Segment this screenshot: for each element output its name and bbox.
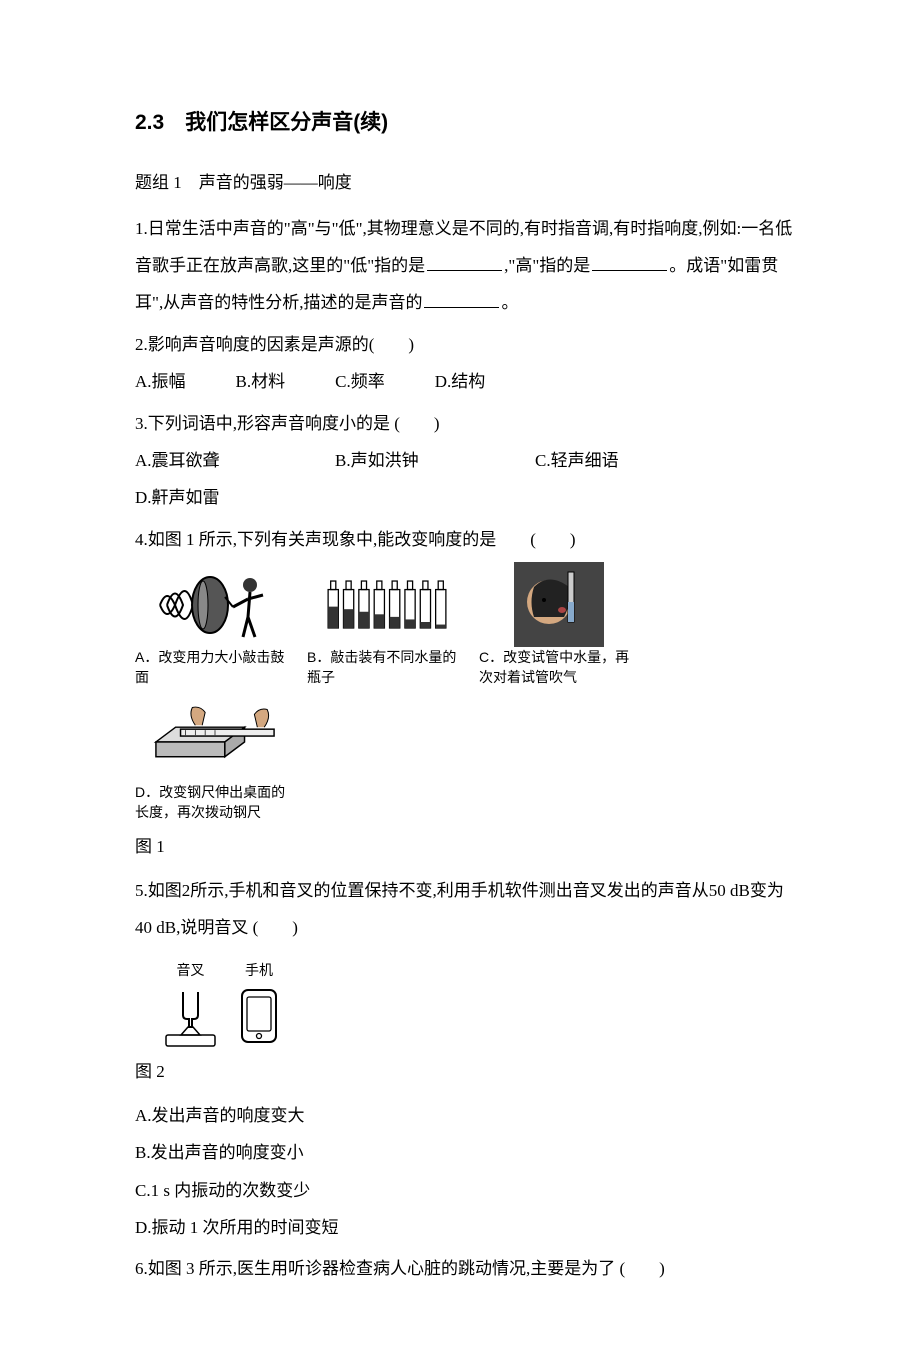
q2-option-a: A.振幅 (135, 363, 186, 400)
q4-caption-d: D．改变钢尺伸出桌面的长度，再次拨动钢尺 (135, 783, 295, 822)
q6-stem: 6.如图 3 所示,医生用听诊器检查病人心脏的跳动情况,主要是为了 ( ) (135, 1250, 795, 1287)
question-4: 4.如图 1 所示,下列有关声现象中,能改变响度的是 ( ) A．改变用力大小敲… (135, 521, 795, 866)
q3-option-a: A.震耳欲聋 (135, 442, 335, 479)
q1-blank-3 (424, 290, 499, 309)
q1-part2: ,"高"指的是 (504, 256, 590, 275)
q4-fig-c: C．改变试管中水量，再次对着试管吹气 (479, 564, 639, 687)
question-1: 1.日常生活中声音的"高"与"低",其物理意义是不同的,有时指音调,有时指响度,… (135, 210, 795, 322)
q5-stem: 5.如图2所示,手机和音叉的位置保持不变,利用手机软件测出音叉发出的声音从50 … (135, 872, 795, 947)
q4-fig-d: D．改变钢尺伸出桌面的长度，再次拨动钢尺 (135, 699, 295, 822)
q2-option-b: B.材料 (236, 363, 286, 400)
drum-icon (150, 564, 280, 644)
phone-label: 手机 (245, 955, 273, 986)
q4-caption-a: A．改变用力大小敲击鼓面 (135, 648, 295, 687)
q2-option-d: D.结构 (435, 363, 486, 400)
bottles-icon (322, 564, 452, 644)
q4-caption-b: B．敲击装有不同水量的瓶子 (307, 648, 467, 687)
q3-stem: 3.下列词语中,形容声音响度小的是 ( ) (135, 405, 795, 442)
q3-option-d: D.鼾声如雷 (135, 479, 335, 516)
tuning-fork-icon: 音叉 (163, 955, 218, 1050)
question-6: 6.如图 3 所示,医生用听诊器检查病人心脏的跳动情况,主要是为了 ( ) (135, 1250, 795, 1287)
q5-option-d: D.振动 1 次所用的时间变短 (135, 1209, 795, 1246)
q3-option-c: C.轻声细语 (535, 442, 735, 479)
q4-fig-b: B．敲击装有不同水量的瓶子 (307, 564, 467, 687)
q4-figure-label: 图 1 (135, 828, 795, 865)
q5-option-b: B.发出声音的响度变小 (135, 1134, 795, 1171)
q5-diagram: 音叉 手机 (163, 955, 795, 1050)
q5-options: A.发出声音的响度变大 B.发出声音的响度变小 C.1 s 内振动的次数变少 D… (135, 1097, 795, 1247)
q5-option-a: A.发出声音的响度变大 (135, 1097, 795, 1134)
section-heading: 2.3 我们怎样区分声音(续) (135, 100, 795, 146)
q1-blank-2 (592, 252, 667, 271)
ruler-table-icon (150, 699, 280, 779)
group-subheading: 题组 1 声音的强弱——响度 (135, 164, 795, 201)
q1-blank-1 (427, 252, 502, 271)
q4-fig-a: A．改变用力大小敲击鼓面 (135, 564, 295, 687)
phone-icon: 手机 (238, 955, 280, 1046)
q4-stem: 4.如图 1 所示,下列有关声现象中,能改变响度的是 ( ) (135, 521, 795, 558)
blow-tube-icon (494, 564, 624, 644)
question-5: 5.如图2所示,手机和音叉的位置保持不变,利用手机软件测出音叉发出的声音从50 … (135, 872, 795, 1247)
fork-label: 音叉 (177, 955, 205, 986)
q3-options: A.震耳欲聋 B.声如洪钟 C.轻声细语 D.鼾声如雷 (135, 442, 795, 517)
q2-stem: 2.影响声音响度的因素是声源的( ) (135, 326, 795, 363)
q2-options: A.振幅 B.材料 C.频率 D.结构 (135, 363, 795, 400)
q1-part4: 。 (501, 293, 518, 312)
question-3: 3.下列词语中,形容声音响度小的是 ( ) A.震耳欲聋 B.声如洪钟 C.轻声… (135, 405, 795, 517)
q2-option-c: C.频率 (335, 363, 385, 400)
q4-figure-grid: A．改变用力大小敲击鼓面 B．敲击装有不同水量的瓶子 (135, 564, 795, 822)
q4-caption-c: C．改变试管中水量，再次对着试管吹气 (479, 648, 639, 687)
question-2: 2.影响声音响度的因素是声源的( ) A.振幅 B.材料 C.频率 D.结构 (135, 326, 795, 401)
q5-option-c: C.1 s 内振动的次数变少 (135, 1172, 795, 1209)
q3-option-b: B.声如洪钟 (335, 442, 535, 479)
q5-figure-label: 图 2 (135, 1053, 795, 1090)
q1-text: 1.日常生活中声音的"高"与"低",其物理意义是不同的,有时指音调,有时指响度,… (135, 210, 795, 322)
